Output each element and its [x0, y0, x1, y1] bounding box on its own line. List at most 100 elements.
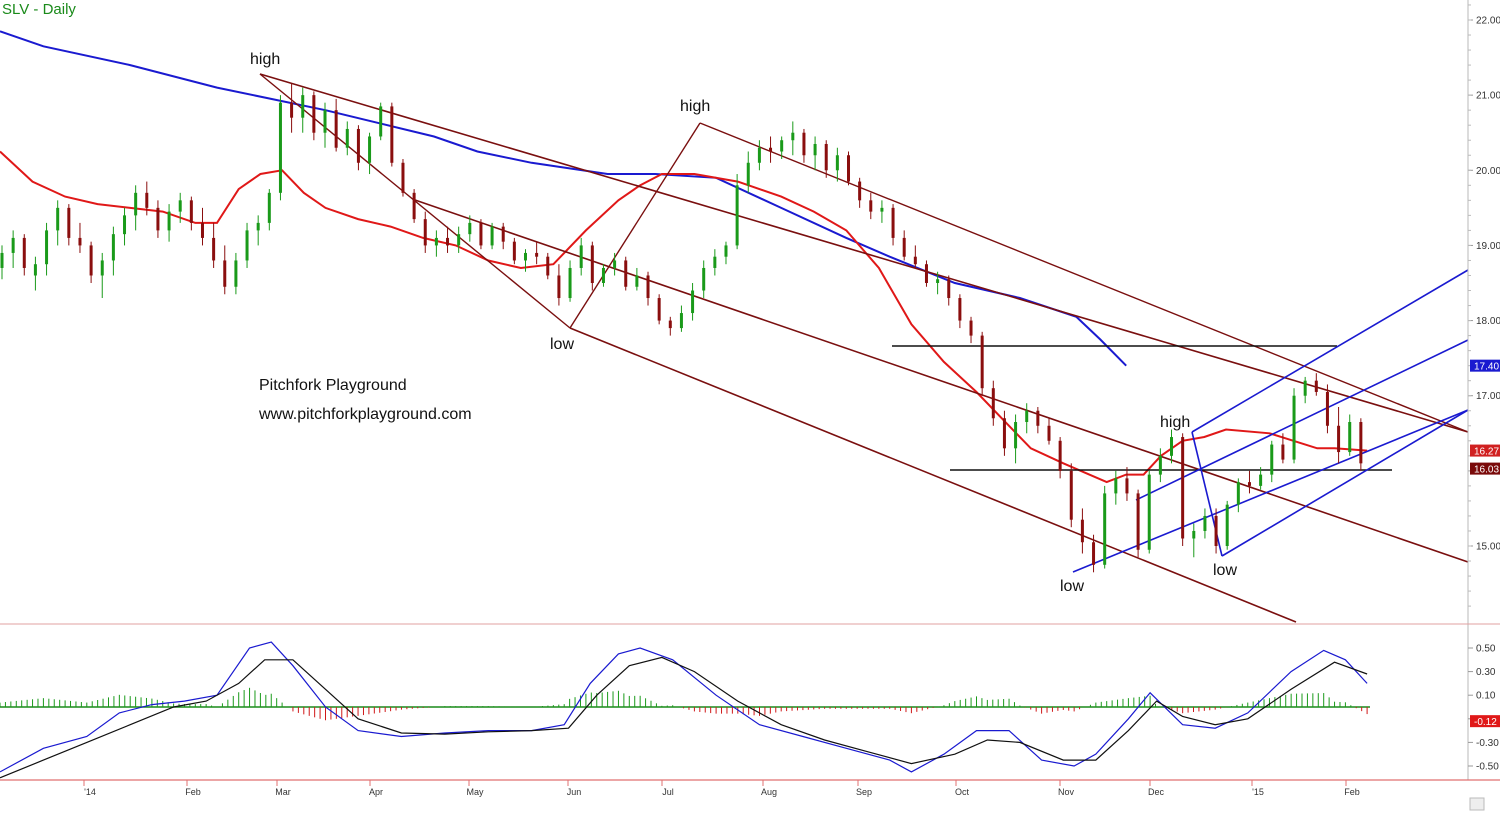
annotation-layer: high high low high low low	[250, 51, 1237, 595]
candle-body	[457, 234, 461, 246]
pitchfork1-lower	[569, 327, 1297, 623]
candle-body	[212, 237, 216, 261]
candle-body	[613, 260, 617, 268]
candle-body	[134, 192, 138, 216]
candle-body	[1214, 515, 1218, 546]
candle-body	[1014, 422, 1018, 449]
x-tick-label: '15	[1252, 787, 1264, 797]
pitchfork1-median	[414, 199, 1469, 563]
candle-body	[735, 185, 739, 246]
candle-body	[813, 143, 817, 156]
candle-body	[713, 256, 717, 268]
pitchfork2-upper	[699, 122, 1469, 433]
candle-body	[579, 245, 583, 268]
macd-y-tick-label: -0.30	[1476, 738, 1499, 749]
candle-body	[11, 237, 15, 253]
candle-body	[390, 106, 394, 163]
candle-body	[412, 192, 416, 220]
y-tick-label: 18.00	[1476, 316, 1500, 327]
annotation-label: high	[680, 98, 710, 115]
candle-body	[401, 162, 405, 193]
candle-body	[1170, 437, 1174, 456]
candle-body	[1136, 493, 1140, 550]
candle-body	[969, 320, 973, 336]
candle-body	[323, 110, 327, 133]
macd-line	[0, 641, 1368, 773]
macd-y-tick-label: 0.10	[1476, 691, 1496, 702]
candle-body	[936, 279, 940, 283]
candle-body	[1103, 493, 1107, 565]
x-tick-label: Feb	[1344, 787, 1360, 797]
macd-signal-line	[0, 656, 1368, 779]
candle-body	[278, 102, 282, 193]
candle-body	[568, 267, 572, 299]
candle-body	[869, 200, 873, 212]
candle-body	[490, 226, 494, 246]
candle-body	[1181, 437, 1185, 539]
candle-body	[1348, 422, 1352, 453]
candle-body	[156, 207, 160, 231]
candle-body	[200, 222, 204, 238]
price-badge-label: 17.40	[1474, 362, 1499, 373]
candle-body	[947, 279, 951, 299]
candle-body	[301, 95, 305, 118]
chart-title: SLV - Daily	[2, 1, 76, 18]
candle-body	[334, 110, 338, 148]
x-tick-label: Oct	[955, 787, 970, 797]
candle-body	[1325, 391, 1329, 426]
candle-body	[22, 237, 26, 268]
candle-body	[56, 207, 60, 231]
candle-body	[356, 128, 360, 163]
candle-body	[78, 237, 82, 246]
candle-body	[958, 298, 962, 321]
annotation-label: high	[1160, 414, 1190, 431]
candle-body	[557, 275, 561, 299]
candle-body	[178, 200, 182, 212]
candle-body	[501, 226, 505, 242]
candle-body	[111, 234, 115, 261]
candle-body	[256, 222, 260, 231]
candle-body	[769, 147, 773, 152]
watermark-name: Pitchfork Playground	[259, 377, 407, 394]
candle-body	[523, 252, 527, 261]
candle-body	[1092, 542, 1096, 565]
candle-body	[0, 252, 4, 268]
y-tick-label: 20.00	[1476, 166, 1500, 177]
candle-body	[891, 207, 895, 238]
candle-body	[45, 230, 49, 265]
candle-body	[33, 264, 37, 276]
candle-body	[379, 106, 383, 137]
candle-body	[1203, 515, 1207, 531]
candle-body	[1158, 455, 1162, 475]
candle-body	[1002, 418, 1006, 449]
x-tick-label: May	[466, 787, 484, 797]
candle-body	[245, 230, 249, 261]
x-tick-label: Dec	[1148, 787, 1165, 797]
candle-body	[234, 260, 238, 287]
candle-body	[835, 155, 839, 171]
watermark-url: www.pitchforkplayground.com	[259, 406, 472, 423]
candle-body	[668, 320, 672, 329]
candle-body	[880, 207, 884, 212]
x-tick-label: Apr	[369, 787, 383, 797]
candle-body	[691, 290, 695, 314]
macd-value-badge	[1470, 715, 1500, 728]
price-badge-label: 16.03	[1474, 465, 1499, 476]
candle-body	[312, 95, 316, 133]
y-tick-label: 22.00	[1476, 16, 1500, 27]
price-badge	[1470, 462, 1500, 475]
candle-body	[1281, 444, 1285, 460]
candle-body	[290, 102, 294, 118]
candle-body	[802, 132, 806, 156]
candle-body	[145, 192, 149, 208]
candle-body	[267, 192, 271, 223]
price-badge	[1470, 444, 1500, 457]
candle-body	[902, 237, 906, 257]
pitchfork3-upper	[1191, 269, 1469, 433]
trendline-layer	[259, 73, 1469, 623]
candle-body	[546, 256, 550, 276]
candle-body	[1114, 478, 1118, 494]
candle-body	[423, 219, 427, 246]
